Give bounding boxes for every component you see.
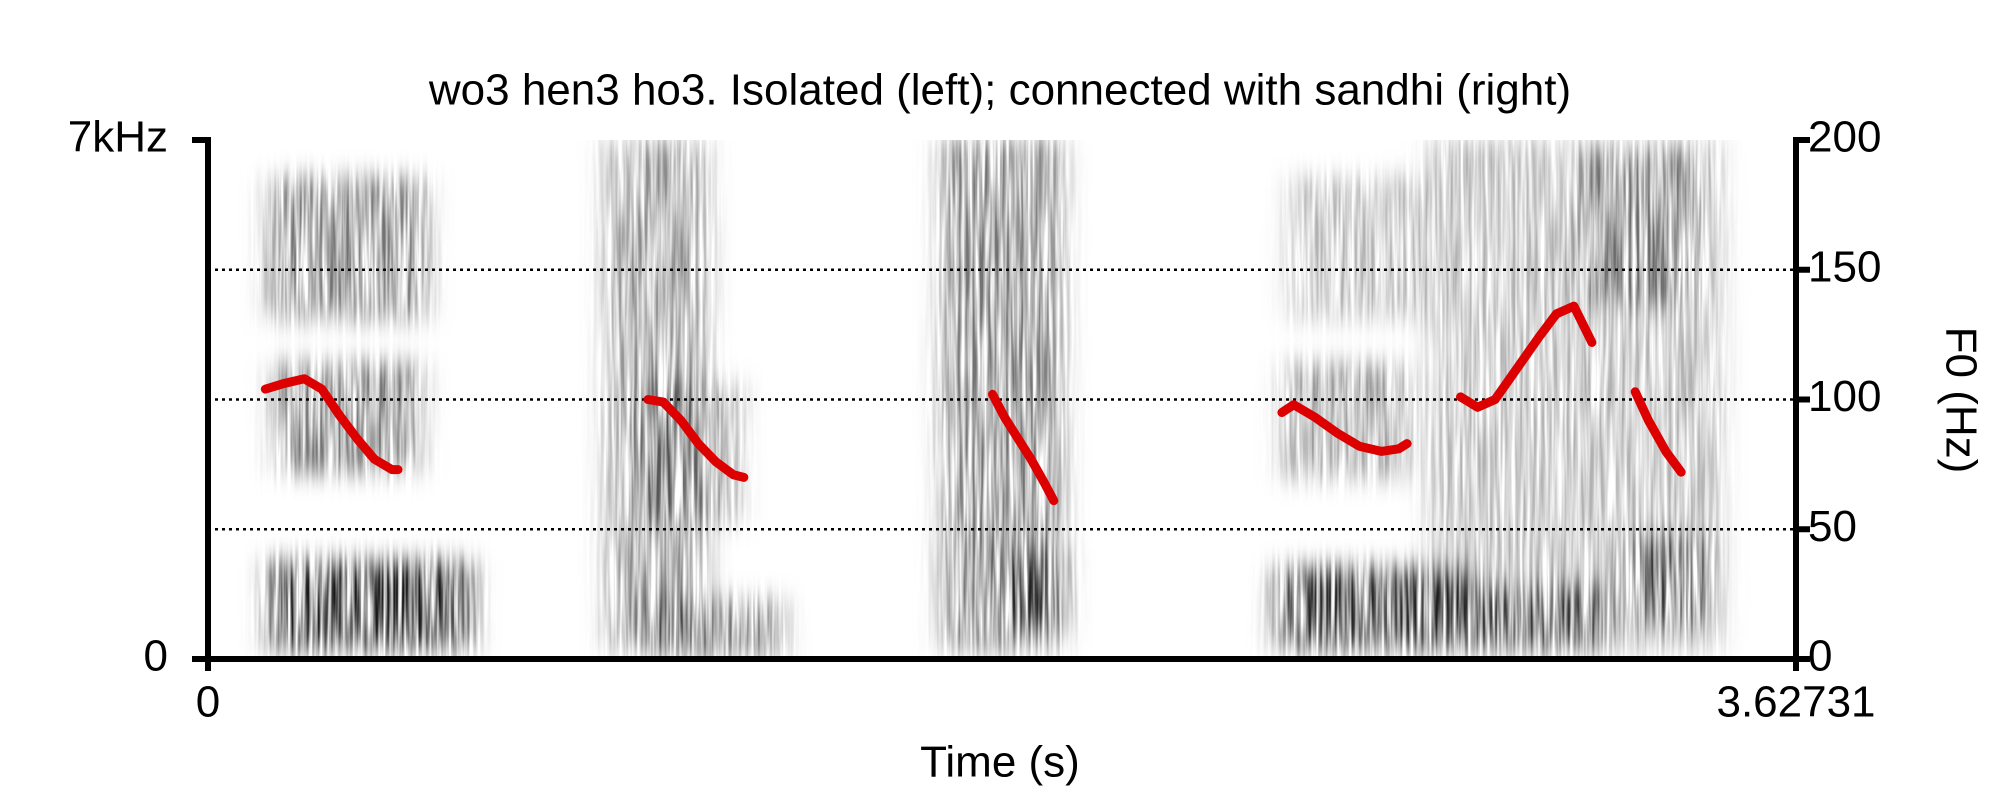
y-tick-label: 7kHz — [68, 113, 168, 162]
f0-contour — [988, 389, 1059, 506]
f0-contour — [1277, 400, 1412, 456]
y2-tick-label: 100 — [1808, 372, 1881, 421]
x-tick-label: 3.62731 — [1716, 678, 1875, 727]
x-tick-label: 0 — [196, 678, 220, 727]
f0-contour — [1456, 301, 1597, 412]
f0-contour — [1630, 387, 1686, 477]
y2-axis-label: F0 (Hz) — [1936, 327, 1985, 474]
f0-contour — [643, 395, 749, 482]
spectrogram — [267, 140, 1722, 657]
chart-title: wo3 hen3 ho3. Isolated (left); connected… — [428, 66, 1571, 115]
y2-tick-label: 150 — [1808, 242, 1881, 291]
x-axis-label: Time (s) — [920, 738, 1080, 787]
f0-contour — [260, 374, 403, 475]
y-tick-label: 0 — [144, 632, 168, 681]
y2-tick-label: 0 — [1808, 632, 1832, 681]
y2-tick-label: 200 — [1808, 113, 1881, 162]
y2-tick-label: 50 — [1808, 502, 1857, 551]
